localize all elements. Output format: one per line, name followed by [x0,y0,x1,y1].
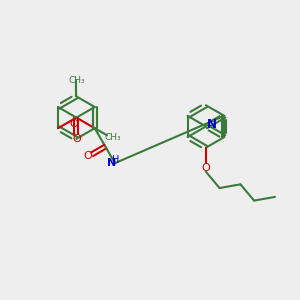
Text: O: O [202,163,210,173]
Text: O: O [83,151,92,161]
Text: N: N [207,118,217,131]
Text: H: H [112,154,119,165]
Text: N: N [107,158,116,168]
Text: CH₃: CH₃ [68,76,85,85]
Text: CH₃: CH₃ [105,133,122,142]
Text: O: O [69,119,78,129]
Text: O: O [72,134,81,144]
